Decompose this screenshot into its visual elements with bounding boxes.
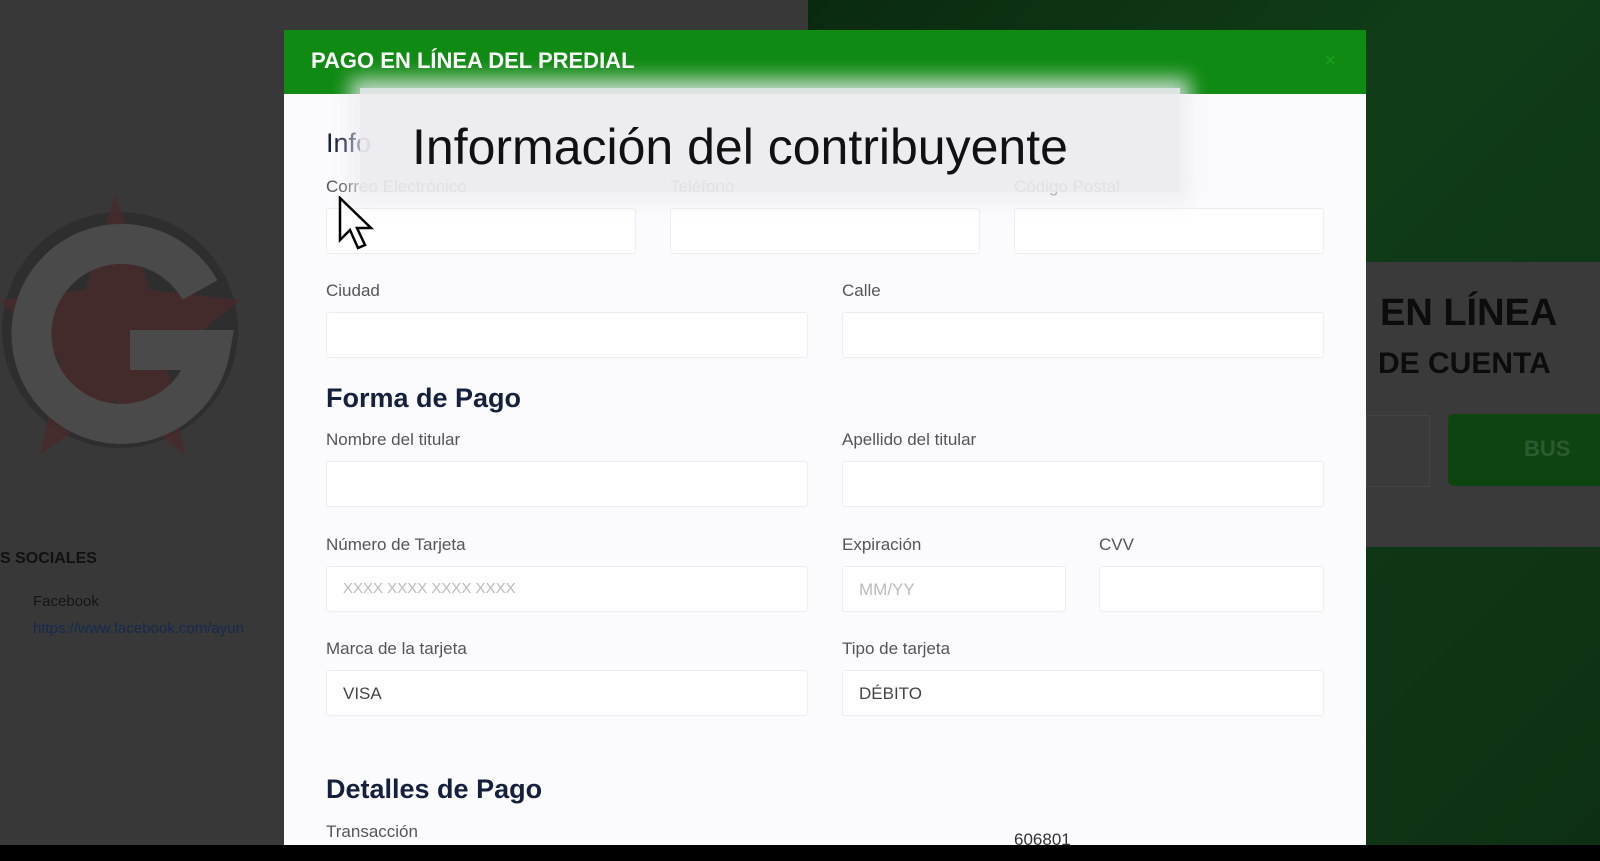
modal-title: PAGO EN LÍNEA DEL PREDIAL	[284, 30, 1366, 94]
cvv-label: CVV	[1099, 535, 1134, 554]
bottom-bar	[0, 845, 1600, 861]
mouse-cursor-icon	[338, 196, 375, 250]
caption-overlay: Información del contribuyente	[360, 88, 1180, 192]
expiration-label: Expiración	[842, 535, 922, 554]
card-number-label: Número de Tarjeta	[326, 535, 466, 554]
social-heading: S SOCIALES	[0, 550, 97, 567]
phone-input[interactable]	[670, 208, 980, 254]
city-label: Ciudad	[326, 281, 380, 300]
card-brand-select[interactable]: VISA	[326, 670, 808, 716]
background-search-button: BUS	[1448, 414, 1600, 486]
facebook-label: Facebook	[33, 593, 99, 610]
background-subheading: DE CUENTA	[1378, 347, 1551, 380]
holder-lastname-label: Apellido del titular	[842, 430, 977, 449]
logo-icon	[0, 195, 240, 455]
expiration-input[interactable]: MM/YY	[842, 566, 1066, 612]
holder-name-label: Nombre del titular	[326, 430, 461, 449]
transaction-label: Transacción	[326, 822, 418, 841]
section-detalles-title: Detalles de Pago	[326, 774, 543, 804]
background-card	[1366, 262, 1600, 547]
facebook-link: https://www.facebook.com/ayun	[33, 620, 244, 637]
section-forma-pago-title: Forma de Pago	[326, 383, 522, 413]
card-brand-label: Marca de la tarjeta	[326, 639, 467, 658]
close-icon[interactable]: ×	[1324, 50, 1336, 72]
zip-input[interactable]	[1014, 208, 1324, 254]
background-search-input	[1366, 415, 1430, 487]
card-type-label: Tipo de tarjeta	[842, 639, 951, 658]
card-number-input[interactable]: XXXX XXXX XXXX XXXX	[326, 566, 808, 612]
transaction-number: 606801	[1014, 830, 1071, 845]
card-type-select[interactable]: DÉBITO	[842, 670, 1324, 716]
email-input[interactable]	[326, 208, 636, 254]
holder-name-input[interactable]	[326, 461, 808, 507]
background-heading: EN LÍNEA	[1380, 292, 1558, 334]
holder-lastname-input[interactable]	[842, 461, 1324, 507]
cvv-input[interactable]	[1099, 566, 1324, 612]
street-input[interactable]	[842, 312, 1324, 358]
street-label: Calle	[842, 281, 881, 300]
city-input[interactable]	[326, 312, 808, 358]
